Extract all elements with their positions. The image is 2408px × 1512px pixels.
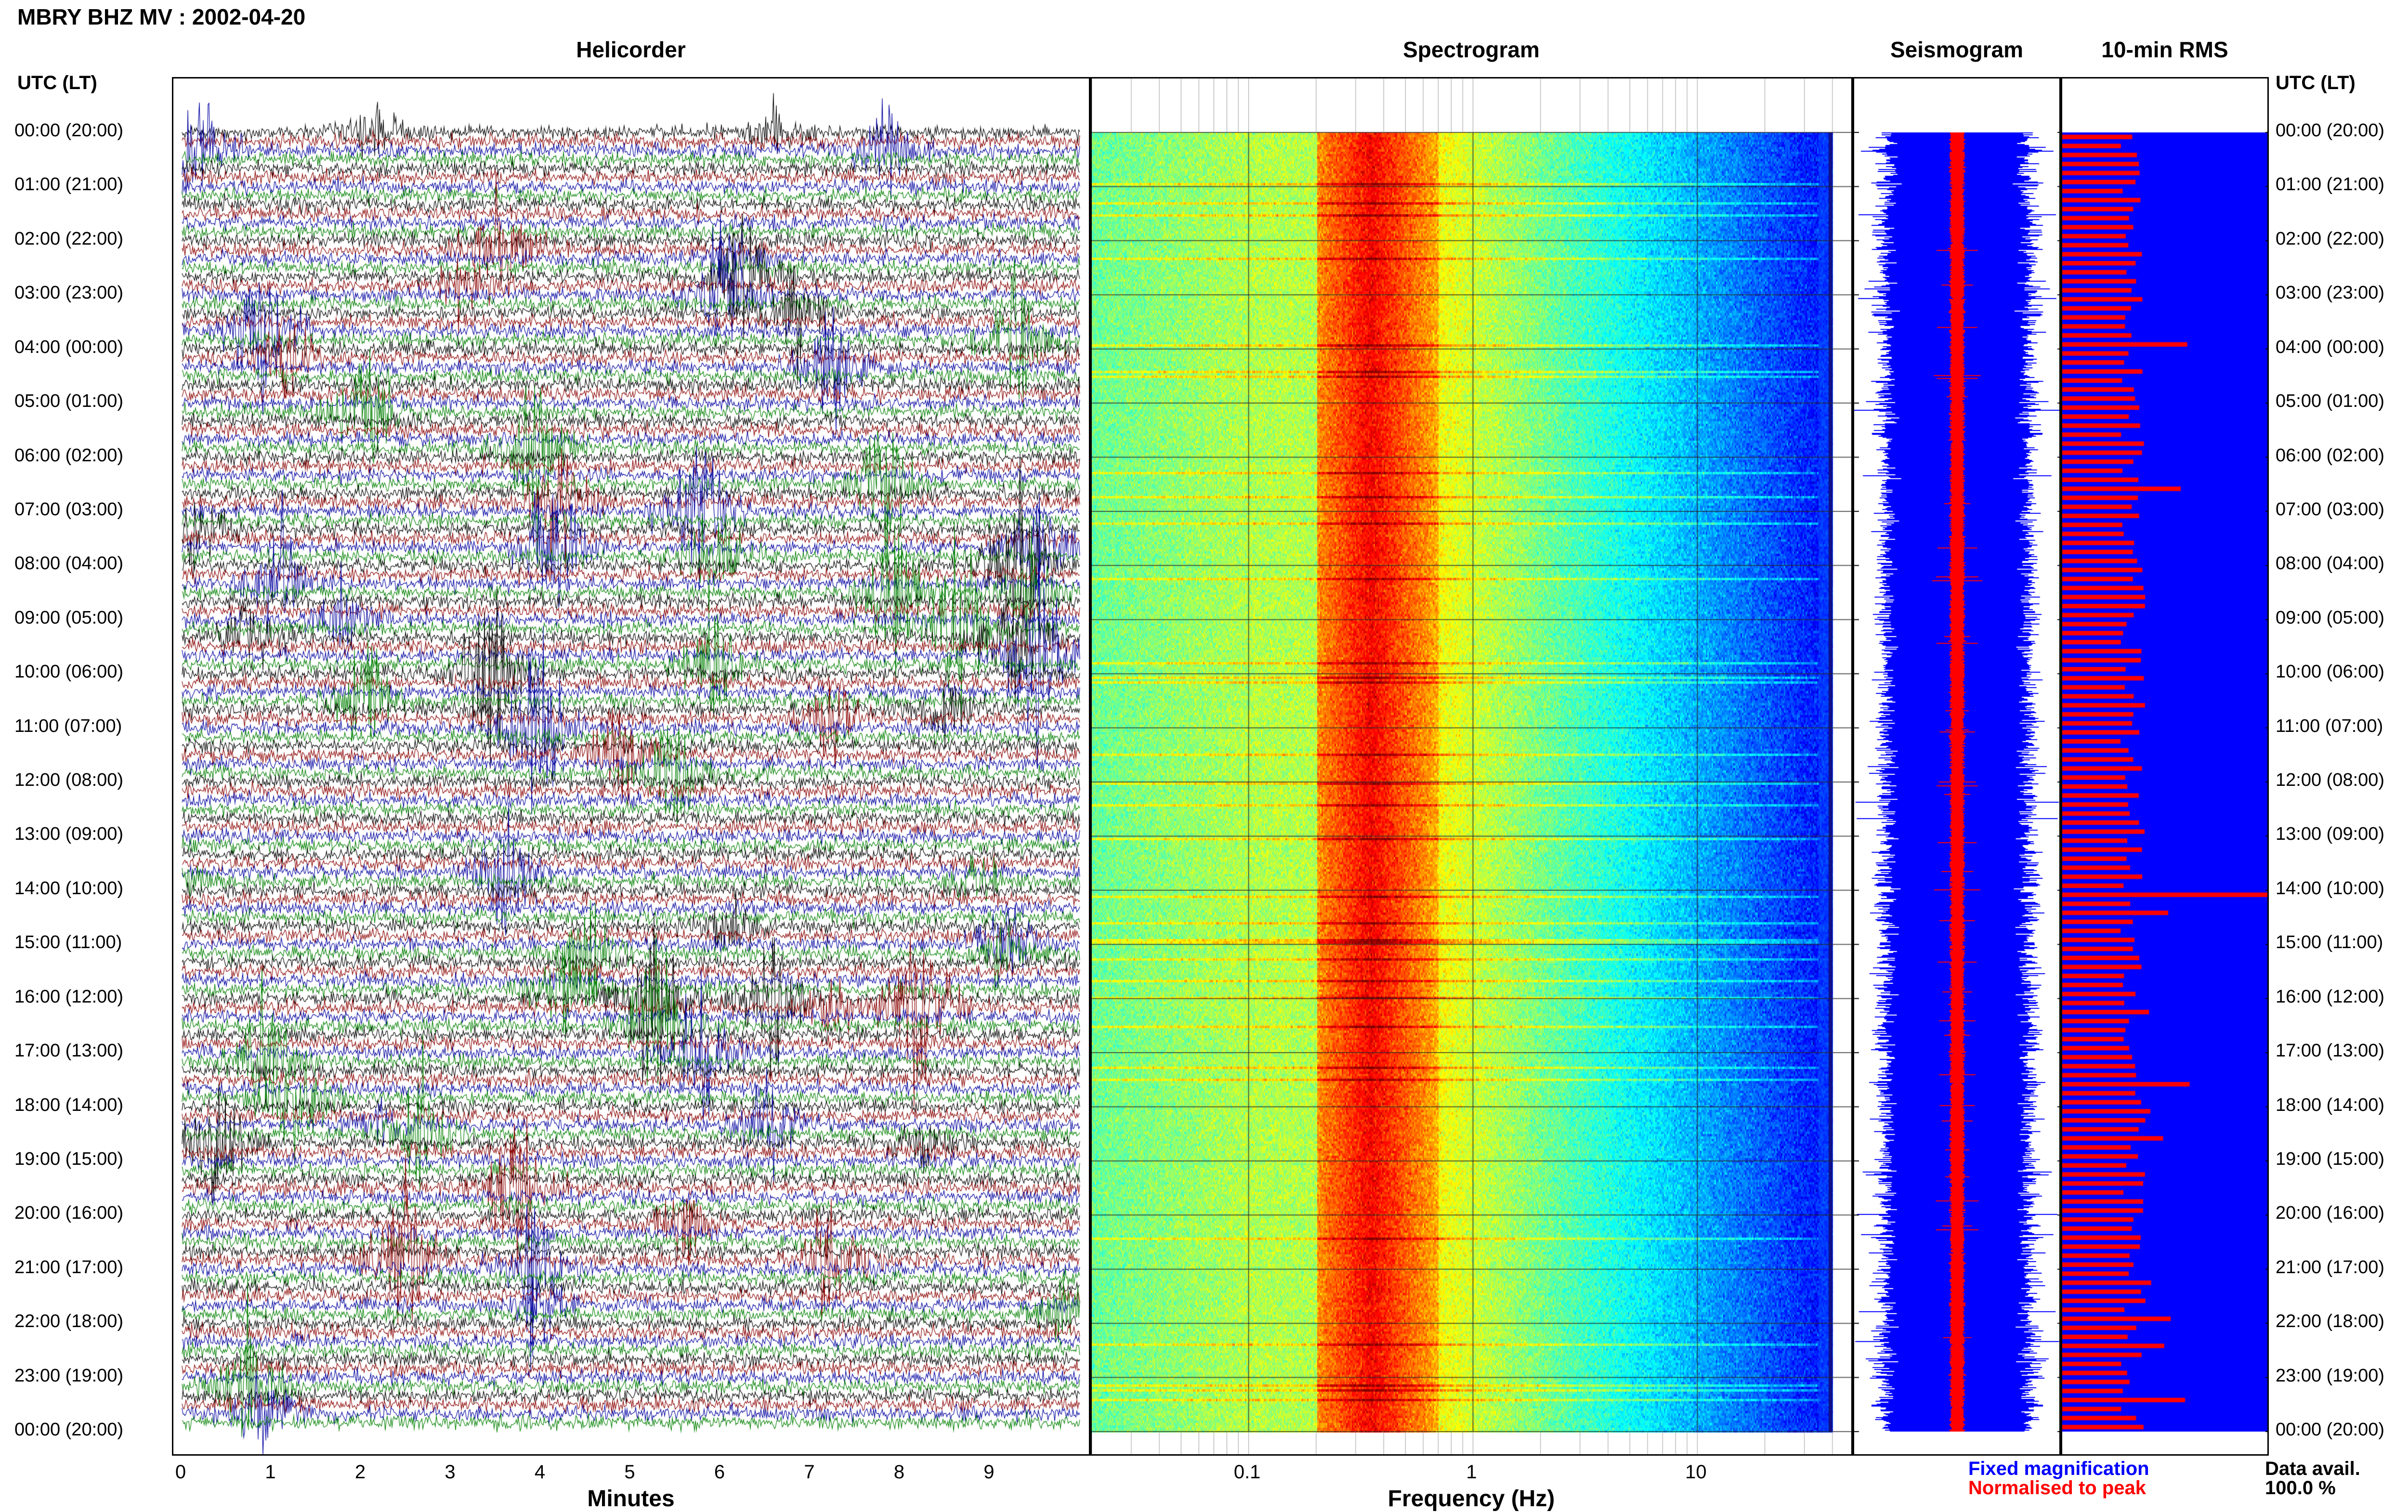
x-tick-label: 5 xyxy=(624,1461,635,1483)
station-title: MBRY BHZ MV : 2002-04-20 xyxy=(17,4,306,29)
hour-label: 21:00 (17:00) xyxy=(2276,1257,2385,1277)
hour-label: 20:00 (16:00) xyxy=(14,1203,124,1224)
hour-label: 00:00 (20:00) xyxy=(2276,1420,2385,1440)
hour-label: 15:00 (11:00) xyxy=(14,932,122,953)
hour-label: 08:00 (04:00) xyxy=(14,553,124,574)
utc-header-left: UTC (LT) xyxy=(17,72,97,93)
hour-label: 00:00 (20:00) xyxy=(14,120,124,141)
hour-label: 03:00 (23:00) xyxy=(2276,283,2385,303)
hour-label: 21:00 (17:00) xyxy=(14,1257,124,1277)
hour-label: 11:00 (07:00) xyxy=(2276,716,2383,736)
hour-label: 22:00 (18:00) xyxy=(14,1311,124,1332)
legend-normalised-to-peak: Normalised to peak xyxy=(1968,1477,2146,1499)
helicorder-traces xyxy=(173,78,1089,1454)
helicorder-title: Helicorder xyxy=(576,37,686,62)
x-tick-label: 10 xyxy=(1685,1461,1707,1483)
hour-label: 10:00 (06:00) xyxy=(2276,662,2385,682)
seismogram-traces xyxy=(1854,78,2059,1454)
x-tick-label: 1 xyxy=(1466,1461,1477,1483)
hour-label: 06:00 (02:00) xyxy=(14,445,124,466)
hour-label: 04:00 (00:00) xyxy=(2276,337,2385,357)
hour-label: 19:00 (15:00) xyxy=(2276,1148,2385,1169)
utc-header-right: UTC (LT) xyxy=(2276,72,2356,93)
helicorder-plot xyxy=(172,77,1090,1456)
spectrogram-title: Spectrogram xyxy=(1403,37,1540,62)
hour-label: 13:00 (09:00) xyxy=(14,824,124,845)
hour-label: 07:00 (03:00) xyxy=(2276,499,2385,520)
x-tick-label: 1 xyxy=(265,1461,276,1483)
hour-label: 01:00 (21:00) xyxy=(2276,174,2385,195)
hour-label: 18:00 (14:00) xyxy=(14,1095,124,1115)
hour-label: 16:00 (12:00) xyxy=(2276,986,2385,1007)
hour-label: 13:00 (09:00) xyxy=(2276,824,2385,845)
hour-label: 05:00 (01:00) xyxy=(14,391,124,412)
hour-label: 03:00 (23:00) xyxy=(14,283,124,303)
hour-label: 08:00 (04:00) xyxy=(2276,553,2385,574)
rms-title: 10-min RMS xyxy=(2101,37,2228,62)
hour-label: 09:00 (05:00) xyxy=(2276,607,2385,628)
hour-label: 16:00 (12:00) xyxy=(14,986,124,1007)
x-tick-label: 2 xyxy=(354,1461,366,1483)
hour-label: 22:00 (18:00) xyxy=(2276,1311,2385,1332)
hour-label: 23:00 (19:00) xyxy=(14,1365,124,1386)
x-tick-label: 7 xyxy=(804,1461,815,1483)
x-tick-label: 8 xyxy=(893,1461,905,1483)
hour-label: 15:00 (11:00) xyxy=(2276,932,2383,953)
hour-label: 02:00 (22:00) xyxy=(14,228,124,249)
hour-label: 12:00 (08:00) xyxy=(14,770,124,790)
x-tick-label: 6 xyxy=(714,1461,725,1483)
legend-fixed-magnification: Fixed magnification xyxy=(1968,1458,2149,1479)
data-availability-label: Data avail. xyxy=(2265,1458,2360,1479)
hour-label: 19:00 (15:00) xyxy=(14,1148,124,1169)
seismogram-title: Seismogram xyxy=(1890,37,2024,62)
hour-label: 02:00 (22:00) xyxy=(2276,228,2385,249)
rms-bars xyxy=(2062,78,2267,1454)
hour-label: 00:00 (20:00) xyxy=(14,1420,124,1440)
hour-label: 01:00 (21:00) xyxy=(14,174,124,195)
hour-label: 17:00 (13:00) xyxy=(2276,1041,2385,1061)
hour-label: 11:00 (07:00) xyxy=(14,716,122,736)
hour-label: 05:00 (01:00) xyxy=(2276,391,2385,412)
hour-label: 20:00 (16:00) xyxy=(2276,1203,2385,1224)
hour-label: 14:00 (10:00) xyxy=(14,878,124,899)
x-tick-label: 4 xyxy=(534,1461,546,1483)
hour-label: 17:00 (13:00) xyxy=(14,1041,124,1061)
x-tick-label: 0.1 xyxy=(1233,1461,1261,1483)
seismogram-plot xyxy=(1853,77,2061,1456)
helicorder-xlabel: Minutes xyxy=(587,1486,675,1512)
hour-label: 10:00 (06:00) xyxy=(14,662,124,682)
hour-label: 12:00 (08:00) xyxy=(2276,770,2385,790)
spectrogram-plot xyxy=(1090,77,1853,1456)
data-availability-value: 100.0 % xyxy=(2265,1477,2336,1499)
hour-label: 07:00 (03:00) xyxy=(14,499,124,520)
hour-label: 06:00 (02:00) xyxy=(2276,445,2385,466)
spectrogram-xlabel: Frequency (Hz) xyxy=(1387,1486,1555,1512)
x-tick-label: 9 xyxy=(983,1461,995,1483)
x-tick-label: 3 xyxy=(445,1461,456,1483)
hour-label: 14:00 (10:00) xyxy=(2276,878,2385,899)
hour-label: 00:00 (20:00) xyxy=(2276,120,2385,141)
rms-plot xyxy=(2061,77,2269,1456)
hour-label: 18:00 (14:00) xyxy=(2276,1095,2385,1115)
hour-label: 04:00 (00:00) xyxy=(14,337,124,357)
hour-label: 23:00 (19:00) xyxy=(2276,1365,2385,1386)
x-tick-label: 0 xyxy=(175,1461,186,1483)
hour-label: 09:00 (05:00) xyxy=(14,607,124,628)
spectrogram-heatmap xyxy=(1092,78,1851,1454)
